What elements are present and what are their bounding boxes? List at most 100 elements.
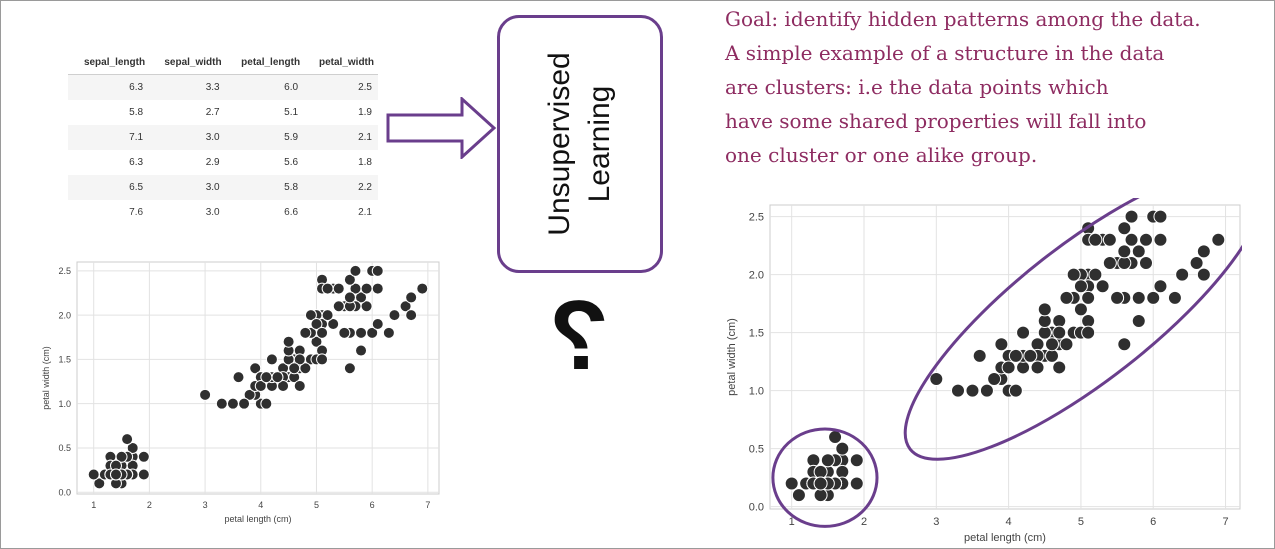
data-point	[813, 488, 828, 503]
data-point	[1153, 232, 1168, 247]
table-fade-overlay	[68, 212, 380, 238]
data-point	[115, 450, 128, 463]
data-point	[1037, 302, 1052, 317]
y-tick-label: 2.0	[58, 310, 71, 320]
data-point	[1081, 290, 1096, 305]
y-axis-label: petal width (cm)	[726, 318, 738, 396]
data-point	[1045, 348, 1059, 363]
data-point	[355, 326, 368, 339]
x-tick-label: 5	[314, 500, 319, 510]
y-tick-label: 1.0	[58, 399, 71, 409]
data-point	[366, 326, 379, 339]
table-cell: 3.0	[149, 175, 226, 200]
data-point	[1008, 348, 1023, 363]
data-point	[1102, 232, 1117, 247]
table-cell: 2.7	[205, 107, 220, 118]
data-point	[388, 309, 401, 322]
table-header-row: sepal_length sepal_width petal_length pe…	[68, 52, 378, 75]
data-point	[1088, 232, 1103, 247]
data-point	[1016, 325, 1031, 340]
y-tick-label: 2.0	[749, 269, 764, 281]
data-point	[1117, 221, 1132, 236]
data-point	[304, 309, 317, 322]
data-point	[1081, 314, 1096, 329]
data-point	[1102, 256, 1117, 271]
data-point	[820, 453, 835, 468]
data-point	[1124, 209, 1139, 224]
data-point	[987, 372, 1002, 387]
data-point	[371, 282, 384, 295]
data-point	[260, 371, 273, 384]
column-header: sepal_length	[68, 52, 150, 75]
table-row: 5.8 2.7 5.1 1.9	[68, 100, 378, 125]
x-tick-label: 3	[933, 516, 939, 528]
table-cell: 5.6	[284, 157, 299, 168]
data-point	[1189, 256, 1204, 271]
x-tick-label: 2	[147, 500, 152, 510]
data-point	[137, 468, 150, 481]
x-axis-label: petal length (cm)	[964, 532, 1046, 544]
data-point	[951, 383, 965, 398]
data-point	[994, 337, 1009, 352]
cluster-ellipse	[771, 427, 879, 528]
data-point	[1052, 325, 1067, 340]
box-label-line1: Unsupervised	[543, 52, 576, 236]
x-tick-label: 4	[1006, 516, 1012, 528]
data-point	[1052, 360, 1067, 375]
table-cell: 2.9	[205, 157, 220, 168]
x-tick-label: 7	[425, 500, 430, 510]
data-point	[835, 464, 850, 479]
table-row: 7.1 3.0 5.9 2.1	[68, 125, 378, 150]
data-point	[849, 476, 864, 491]
x-tick-label: 6	[370, 500, 375, 510]
data-point	[405, 291, 418, 304]
data-point	[332, 282, 345, 295]
y-tick-label: 0.0	[58, 487, 71, 497]
data-point	[1196, 267, 1211, 282]
data-point	[316, 326, 329, 339]
x-tick-label: 1	[91, 500, 96, 510]
data-point	[1131, 290, 1146, 305]
data-point	[1139, 256, 1153, 271]
table-cell: 5.8	[129, 107, 144, 118]
data-point	[238, 397, 251, 410]
data-point	[1124, 232, 1139, 247]
data-point	[1153, 209, 1168, 224]
data-point	[271, 371, 284, 384]
data-point	[1131, 314, 1146, 329]
data-point	[1167, 290, 1182, 305]
data-point	[109, 468, 122, 481]
data-point	[1211, 232, 1226, 247]
data-point	[1146, 290, 1161, 305]
data-point	[399, 300, 412, 313]
data-point	[310, 317, 323, 330]
scatter-plot-clustered: 1 2 3 4 5 6 7 0.0 0.5 1.0 1.5 2.0 2.5 petal length (c…	[726, 198, 1242, 544]
data-table: sepal_length sepal_width petal_length pe…	[68, 52, 378, 225]
column-header: petal_width	[304, 52, 378, 75]
data-point	[226, 397, 239, 410]
data-point	[321, 282, 334, 295]
unsupervised-learning-box: Unsupervised Learning	[497, 15, 663, 273]
data-point	[1008, 383, 1023, 398]
x-axis-label: petal length (cm)	[224, 514, 291, 524]
data-point	[1175, 267, 1190, 282]
y-tick-label: 1.0	[749, 385, 764, 397]
data-point	[243, 388, 256, 401]
data-point	[1016, 360, 1031, 375]
data-point	[199, 388, 212, 401]
box-label-line2: Learning	[583, 85, 616, 203]
y-tick-label: 0.0	[749, 502, 764, 514]
data-point	[1001, 360, 1016, 375]
goal-line: Goal: identify hidden patterns among the…	[725, 7, 1201, 31]
data-point	[1196, 244, 1211, 259]
table-cell: 1.9	[358, 107, 372, 118]
table-cell: 5.1	[284, 107, 299, 118]
x-tick-label: 4	[258, 500, 263, 510]
data-point	[288, 362, 301, 375]
data-point	[1081, 325, 1096, 340]
data-point	[371, 264, 384, 277]
right-arrow-icon	[386, 97, 497, 159]
data-point	[1095, 279, 1110, 294]
data-point	[1110, 290, 1125, 305]
data-point	[813, 464, 828, 479]
